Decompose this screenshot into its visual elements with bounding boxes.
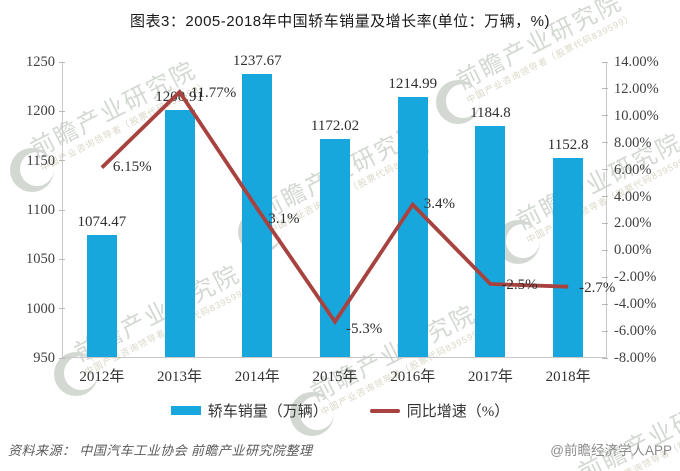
growth-point-label: 11.77%	[190, 85, 237, 101]
sales-bar	[397, 96, 428, 357]
x-axis-label: 2014年	[234, 369, 280, 385]
right-axis-tick-label: 4.00%	[614, 188, 652, 205]
x-axis-label: 2012年	[79, 369, 125, 385]
x-axis-label: 2013年	[157, 369, 203, 385]
credit-watermark: @前瞻经济学人APP	[550, 443, 672, 458]
x-axis-label: 2018年	[545, 369, 591, 385]
right-axis-tick-label: -2.00%	[614, 269, 657, 286]
right-axis-tick-label: 0.00%	[614, 242, 652, 259]
bar-value-label: 1214.99	[388, 75, 438, 92]
footer: 资料来源： 中国汽车工业协会 前瞻产业研究院整理 @前瞻经济学人APP	[8, 439, 672, 459]
legend: 轿车销量（万辆） 同比增速（%）	[0, 400, 680, 421]
line-swatch-icon	[369, 408, 400, 413]
right-axis-tick	[602, 330, 608, 332]
left-axis-tick	[59, 209, 65, 211]
left-axis-tick-label: 1150	[26, 152, 55, 169]
legend-item-growth: 同比增速（%）	[369, 400, 510, 421]
x-axis-label: 2016年	[390, 369, 436, 385]
source-note: 资料来源： 中国汽车工业协会 前瞻产业研究院整理	[8, 443, 313, 458]
right-axis-tick	[602, 196, 608, 198]
left-axis-tick-label: 1050	[26, 251, 55, 268]
right-axis-tick-label: 10.00%	[614, 107, 659, 124]
left-axis-tick	[59, 308, 65, 310]
right-axis-tick	[602, 142, 608, 144]
bar-value-label: 1172.02	[310, 117, 360, 134]
x-axis-label: 2017年	[467, 369, 513, 385]
bar-value-label: 1237.67	[232, 53, 282, 70]
right-axis-tick	[602, 249, 608, 251]
left-axis-tick-label: 1200	[26, 103, 55, 120]
right-axis-tick	[602, 303, 608, 305]
sales-bar	[553, 157, 584, 357]
growth-point-label: -5.3%	[346, 320, 383, 337]
left-axis-tick	[59, 160, 65, 162]
left-axis-tick-label: 1000	[26, 300, 55, 317]
growth-point-label: -2.7%	[579, 279, 616, 296]
right-axis-tick-label: 6.00%	[614, 161, 652, 178]
left-axis-tick-label: 950	[33, 350, 55, 366]
growth-point-label: 6.15%	[112, 158, 152, 175]
x-axis-line	[62, 357, 607, 358]
right-axis-tick	[602, 222, 608, 224]
right-axis-tick	[602, 88, 608, 90]
left-axis-tick-label: 1250	[26, 54, 55, 70]
bar-swatch-icon	[170, 406, 201, 415]
left-axis-tick	[59, 61, 65, 63]
right-axis-line	[606, 62, 607, 358]
right-axis-tick	[602, 115, 608, 117]
growth-point-label: 3.1%	[268, 210, 300, 227]
right-axis-tick-label: -4.00%	[614, 296, 657, 313]
growth-point-label: -2.5%	[501, 277, 538, 293]
right-axis-tick-label: -6.00%	[614, 323, 657, 340]
legend-label-sales: 轿车销量（万辆）	[207, 404, 328, 420]
right-axis-tick-label: -8.00%	[614, 350, 657, 366]
left-axis-tick	[59, 258, 65, 260]
bar-value-label: 1152.8	[547, 136, 589, 153]
right-axis-tick-label: 8.00%	[614, 134, 652, 151]
x-axis-label: 2015年	[312, 369, 358, 385]
left-axis-tick-label: 1100	[26, 202, 55, 218]
chart-title: 图表3：2005-2018年中国轿车销量及增长率(单位：万辆，%)	[130, 13, 550, 30]
bar-value-label: 1074.47	[77, 214, 127, 231]
right-axis-tick-label: 2.00%	[614, 215, 652, 232]
right-axis-tick	[602, 276, 608, 278]
legend-item-sales: 轿车销量（万辆）	[170, 400, 328, 421]
right-axis-tick-label: 12.00%	[614, 80, 659, 97]
sales-bar	[475, 126, 506, 357]
legend-label-growth: 同比增速（%）	[406, 404, 510, 420]
growth-point-label: 3.4%	[423, 195, 455, 212]
right-axis-tick	[602, 61, 608, 63]
right-axis-tick	[602, 357, 608, 359]
left-axis-tick	[59, 357, 65, 359]
bar-value-label: 1184.8	[470, 105, 511, 122]
right-axis-tick	[602, 169, 608, 171]
right-axis-tick-label: 14.00%	[614, 54, 659, 70]
left-axis-tick	[59, 110, 65, 112]
sales-bar	[164, 110, 195, 357]
sales-bar	[86, 235, 117, 357]
